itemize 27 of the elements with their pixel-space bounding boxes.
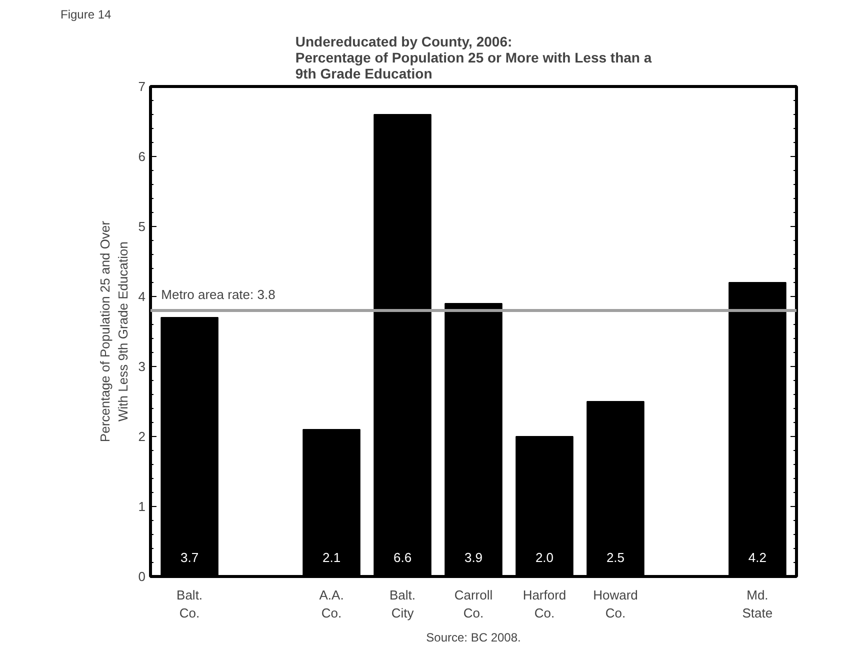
x-tick-label: Howard Co. xyxy=(593,588,638,620)
data-label: 4.2 xyxy=(748,550,766,565)
caption: Figure 14 xyxy=(60,8,112,22)
data-label: 3.9 xyxy=(464,550,483,565)
x-tick-label: Carroll Co. xyxy=(454,588,493,620)
y-tick-label: 6 xyxy=(138,149,146,164)
y-tick-label: 5 xyxy=(138,219,146,234)
data-label: 2.0 xyxy=(535,550,554,565)
y-tick-label: 7 xyxy=(138,79,146,94)
data-label: 6.6 xyxy=(393,550,412,565)
y-tick-label: 3 xyxy=(138,359,146,374)
x-tick-label: Balt. Co. xyxy=(176,588,203,620)
x-tick-label: A.A. Co. xyxy=(319,588,344,620)
data-label: 2.1 xyxy=(322,550,341,565)
x-tick-label: Harford Co. xyxy=(522,588,566,620)
data-label: 3.7 xyxy=(180,550,199,565)
y-tick-label: 4 xyxy=(138,289,146,304)
y-axis-title: Percentage of Population 25 and Over With Less 9th Grade Education xyxy=(97,220,130,442)
x-tick-label: Md. State xyxy=(742,588,773,620)
chart-title: Undereducated by County, 2006: Percentage of Population 25 or More with Less than a 9th Grade Education xyxy=(295,34,652,82)
source-note: Source: BC 2008. xyxy=(426,630,521,644)
y-tick-label: 2 xyxy=(138,429,146,444)
y-tick-label: 1 xyxy=(138,499,146,514)
ref-line-label: Metro area rate: 3.8 xyxy=(161,287,276,302)
data-label: 2.5 xyxy=(606,550,625,565)
x-tick-label: Balt. City xyxy=(390,588,416,620)
y-tick-label: 0 xyxy=(138,569,146,584)
